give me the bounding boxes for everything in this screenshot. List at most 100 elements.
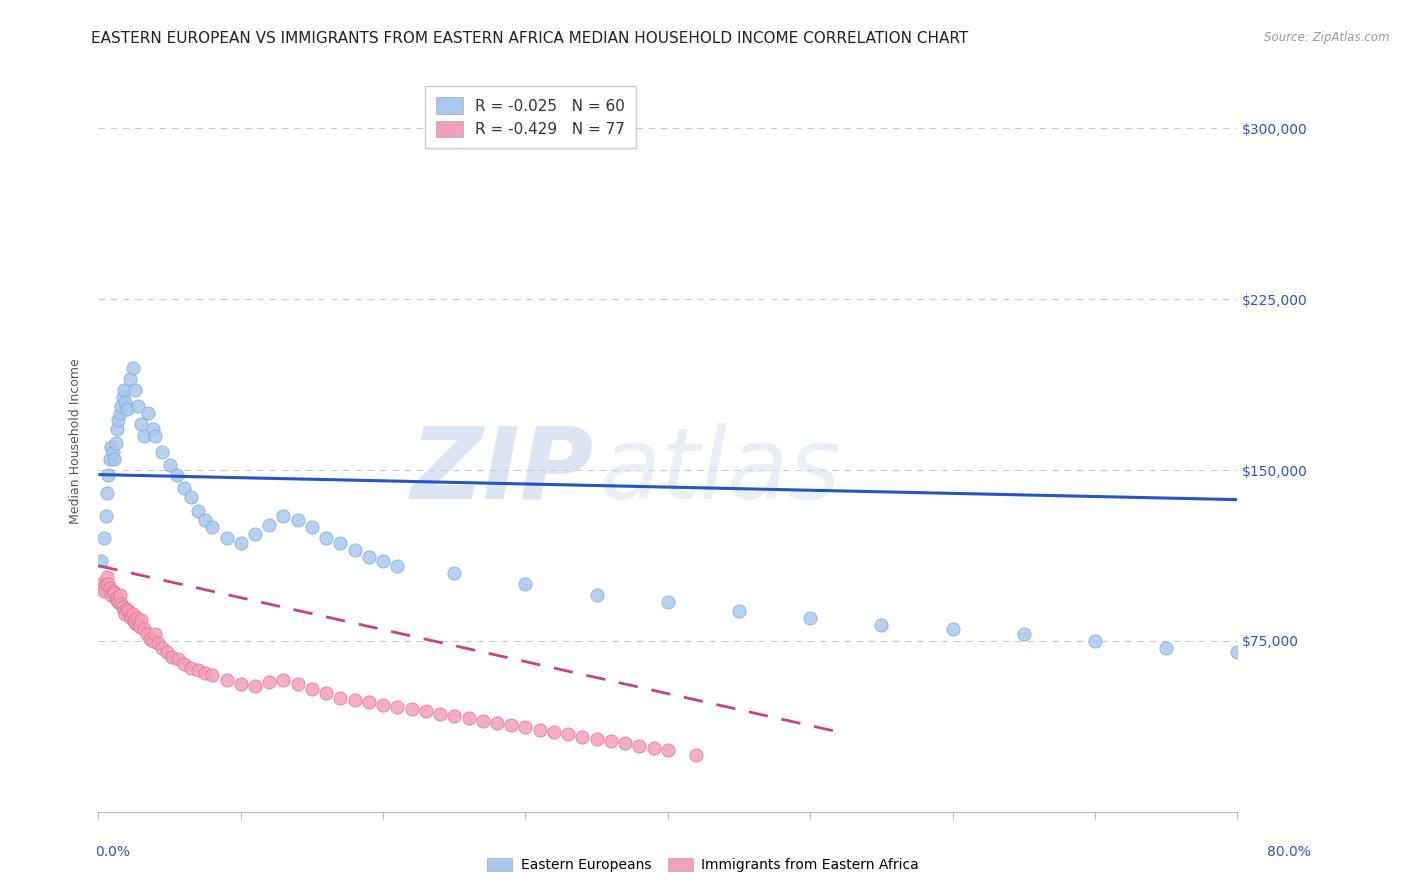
Point [180,661,202,675]
Point [315,532,337,546]
Point [104,591,127,605]
Text: Source: ZipAtlas.com: Source: ZipAtlas.com [1264,31,1389,45]
Point [100,588,122,602]
Point [543,725,565,739]
Point [870,618,893,632]
Point [127,618,149,632]
Point [215,532,238,546]
Point [357,695,380,709]
Point [101,583,124,598]
Point [301,520,323,534]
Point [148,636,170,650]
Point [287,677,309,691]
Point [145,627,167,641]
Text: atlas: atlas [599,423,841,520]
Point [111,390,134,404]
Point [115,401,138,416]
Point [301,681,323,696]
Point [121,607,143,621]
Point [501,718,523,732]
Point [120,611,142,625]
Point [107,595,129,609]
Point [114,607,136,621]
Point [486,715,509,730]
Point [728,604,751,618]
Point [657,595,679,609]
Point [141,422,163,436]
Point [135,627,157,641]
Point [373,698,395,712]
Point [628,739,651,753]
Point [122,613,145,627]
Point [101,444,124,458]
Text: EASTERN EUROPEAN VS IMMIGRANTS FROM EASTERN AFRICA MEDIAN HOUSEHOLD INCOME CORRE: EASTERN EUROPEAN VS IMMIGRANTS FROM EAST… [91,31,969,46]
Point [1154,640,1177,655]
Point [114,394,136,409]
Point [97,467,120,482]
Point [152,640,174,655]
Point [415,705,437,719]
Point [90,577,112,591]
Point [152,444,174,458]
Point [443,709,465,723]
Point [98,451,121,466]
Point [129,417,152,432]
Point [201,668,224,682]
Point [112,384,135,398]
Point [96,570,118,584]
Point [145,429,167,443]
Point [243,680,266,694]
Point [657,743,679,757]
Point [91,582,114,596]
Point [429,706,451,721]
Point [129,613,152,627]
Point [108,588,131,602]
Point [94,577,117,591]
Point [97,577,120,591]
Point [643,740,665,755]
Point [229,677,252,691]
Legend: Eastern Europeans, Immigrants from Eastern Africa: Eastern Europeans, Immigrants from Easte… [482,853,924,878]
Point [259,674,281,689]
Point [215,673,238,687]
Point [105,422,128,436]
Point [173,481,195,495]
Point [600,734,623,748]
Point [287,513,309,527]
Point [387,700,409,714]
Point [194,513,217,527]
Point [1012,627,1035,641]
Point [187,664,209,678]
Point [243,526,266,541]
Point [401,702,423,716]
Point [100,440,122,454]
Point [162,649,184,664]
Point [614,736,637,750]
Point [128,620,150,634]
Point [201,520,224,534]
Point [180,491,202,505]
Text: 80.0%: 80.0% [1267,845,1310,859]
Point [387,558,409,573]
Point [111,599,134,614]
Point [103,451,125,466]
Point [156,645,179,659]
Point [104,435,127,450]
Point [108,406,131,420]
Point [159,458,181,473]
Point [515,577,537,591]
Point [93,583,115,598]
Point [329,536,352,550]
Point [529,723,551,737]
Point [141,633,163,648]
Y-axis label: Median Household Income: Median Household Income [69,359,83,524]
Point [136,406,159,420]
Point [357,549,380,564]
Point [557,727,579,741]
Point [515,721,537,735]
Point [94,508,117,523]
Point [329,690,352,705]
Point [115,602,138,616]
Point [107,413,129,427]
Point [471,714,494,728]
